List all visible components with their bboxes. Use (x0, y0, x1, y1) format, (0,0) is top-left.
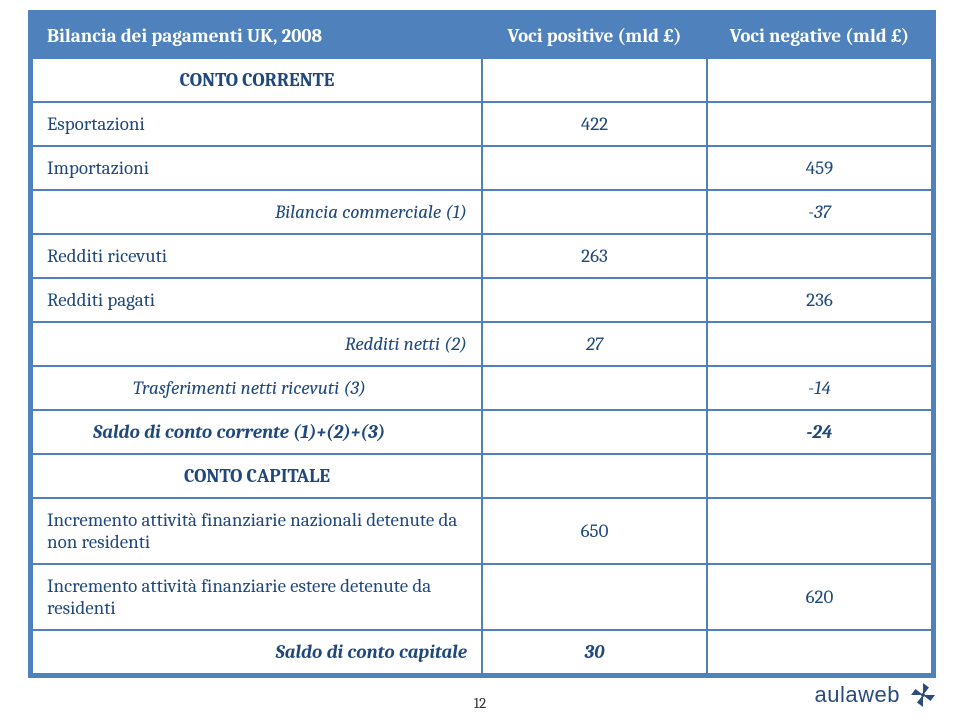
row-redditi-netti: Redditi netti (2) 27 (32, 322, 932, 366)
cell-neg (707, 102, 932, 146)
section-cap-label: CONTO CAPITALE (32, 454, 482, 498)
cell-neg: 236 (707, 278, 932, 322)
row-esportazioni: Esportazioni 422 (32, 102, 932, 146)
section-conto-capitale: CONTO CAPITALE (32, 454, 932, 498)
balance-table: Bilancia dei pagamenti UK, 2008 Voci pos… (31, 13, 933, 675)
slide: Bilancia dei pagamenti UK, 2008 Voci pos… (0, 0, 960, 720)
cell-label: Saldo di conto capitale (32, 630, 482, 674)
cell-neg (707, 322, 932, 366)
cell-pos (482, 278, 707, 322)
section-conto-corrente: CONTO CORRENTE (32, 58, 932, 102)
row-bilancia-commerciale: Bilancia commerciale (1) -37 (32, 190, 932, 234)
row-redditi-ricevuti: Redditi ricevuti 263 (32, 234, 932, 278)
header-col-pos: Voci positive (mld £) (482, 14, 707, 58)
cell-neg (707, 234, 932, 278)
cell-label: Saldo di conto corrente (1)+(2)+(3) (32, 410, 482, 454)
cell-neg (707, 498, 932, 564)
cell-label: Redditi pagati (32, 278, 482, 322)
cell-neg: 620 (707, 564, 932, 630)
cell-label: Bilancia commerciale (1) (32, 190, 482, 234)
cell-pos: 27 (482, 322, 707, 366)
cell-label: Redditi ricevuti (32, 234, 482, 278)
cell-neg: 459 (707, 146, 932, 190)
cell-neg (707, 630, 932, 674)
cell-pos: 422 (482, 102, 707, 146)
table-header-row: Bilancia dei pagamenti UK, 2008 Voci pos… (32, 14, 932, 58)
header-col-neg: Voci negative (mld £) (707, 14, 932, 58)
cell-label: Importazioni (32, 146, 482, 190)
cell-pos (482, 410, 707, 454)
row-saldo-conto-corrente: Saldo di conto corrente (1)+(2)+(3) -24 (32, 410, 932, 454)
row-incremento-nazionali: Incremento attività finanziarie nazional… (32, 498, 932, 564)
cell-label: Redditi netti (2) (32, 322, 482, 366)
cell-pos (482, 190, 707, 234)
cell-label: Incremento attività finanziarie nazional… (32, 498, 482, 564)
page-number: 12 (474, 694, 487, 712)
section-cc-label: CONTO CORRENTE (32, 58, 482, 102)
cell-neg: -14 (707, 366, 932, 410)
cell-pos (482, 146, 707, 190)
cell-pos (482, 366, 707, 410)
row-importazioni: Importazioni 459 (32, 146, 932, 190)
cell-neg: -24 (707, 410, 932, 454)
header-title: Bilancia dei pagamenti UK, 2008 (32, 14, 482, 58)
windmill-icon (908, 680, 938, 710)
balance-table-wrap: Bilancia dei pagamenti UK, 2008 Voci pos… (28, 10, 936, 678)
row-redditi-pagati: Redditi pagati 236 (32, 278, 932, 322)
logo: aulaweb (815, 680, 938, 710)
cell-label: Trasferimenti netti ricevuti (3) (32, 366, 482, 410)
row-saldo-conto-capitale: Saldo di conto capitale 30 (32, 630, 932, 674)
cell-pos (482, 564, 707, 630)
row-incremento-estere: Incremento attività finanziarie estere d… (32, 564, 932, 630)
cell-pos: 263 (482, 234, 707, 278)
cell-neg: -37 (707, 190, 932, 234)
cell-label: Incremento attività finanziarie estere d… (32, 564, 482, 630)
cell-pos: 650 (482, 498, 707, 564)
logo-text: aulaweb (815, 682, 900, 708)
row-trasferimenti-netti: Trasferimenti netti ricevuti (3) -14 (32, 366, 932, 410)
cell-pos: 30 (482, 630, 707, 674)
cell-label: Esportazioni (32, 102, 482, 146)
